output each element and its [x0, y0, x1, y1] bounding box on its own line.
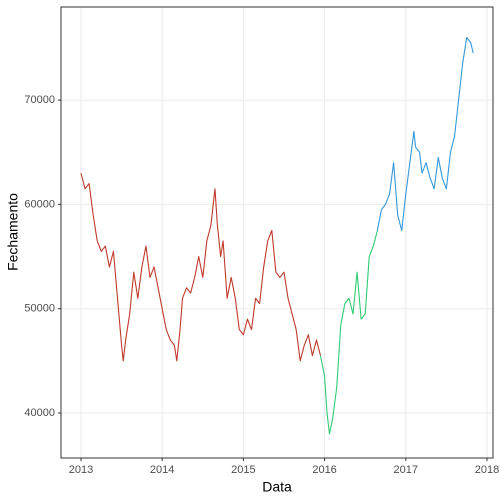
x-tick-label: 2013 — [69, 464, 93, 476]
y-tick-label: 60000 — [24, 198, 55, 210]
y-axis-title: Fechamento — [5, 193, 21, 271]
x-tick-label: 2015 — [231, 464, 255, 476]
x-tick-label: 2018 — [475, 464, 499, 476]
x-tick-label: 2014 — [150, 464, 174, 476]
y-tick-label: 70000 — [24, 94, 55, 106]
x-tick-label: 2017 — [394, 464, 418, 476]
x-tick-label: 2016 — [312, 464, 336, 476]
line — [80, 172, 322, 362]
plot-panel — [61, 7, 493, 458]
y-tick-label: 40000 — [24, 407, 55, 419]
x-axis-title: Data — [262, 479, 292, 495]
line — [319, 230, 378, 435]
line — [376, 36, 474, 232]
y-tick-label: 50000 — [24, 303, 55, 315]
panel-border — [60, 6, 494, 459]
